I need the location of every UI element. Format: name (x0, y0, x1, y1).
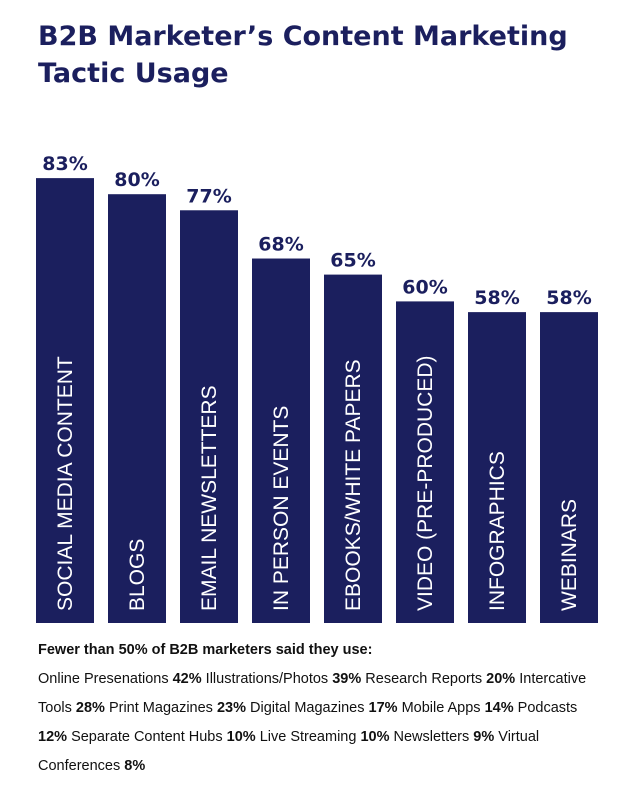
bar-3 (252, 258, 310, 623)
footnote-item-value: 14% (484, 700, 514, 716)
footnote-item-label: Intercative Tools (38, 671, 587, 716)
footnote-item-value: 28% (75, 700, 105, 716)
bar-2 (180, 210, 238, 623)
bar-4 (324, 274, 382, 623)
footnote-list: Online Presenations 42% Illustrations/Ph… (38, 665, 598, 781)
footnote-item-value: 9% (473, 729, 495, 745)
footnote-item-value: 39% (332, 671, 362, 687)
footnote-item-value: 23% (216, 700, 246, 716)
category-label-0: SOCIAL MEDIA CONTENT (54, 356, 77, 611)
footnote-item-label: Virtual Conferences (38, 729, 540, 774)
value-label-3: 68% (258, 234, 303, 256)
category-label-3: IN PERSON EVENTS (270, 406, 293, 611)
footnote-item-label: Digital Magazines (250, 700, 369, 716)
footnote-item-label: Research Reports (365, 671, 487, 687)
footnote-item-value: 10% (226, 729, 256, 745)
category-label-2: EMAIL NEWSLETTERS (198, 385, 221, 611)
value-label-6: 58% (474, 287, 519, 309)
footnote-item-label: Live Streaming (259, 729, 361, 745)
bar-5 (396, 301, 454, 623)
value-label-2: 77% (186, 185, 231, 207)
footnote-item-value: 12% (38, 729, 68, 745)
category-label-5: VIDEO (PRE-PRODUCED) (414, 355, 437, 611)
category-label-4: EBOOKS/WHITE PAPERS (342, 359, 365, 611)
footnote-item-label: Separate Content Hubs (71, 729, 227, 745)
value-label-7: 58% (546, 287, 591, 309)
value-label-5: 60% (402, 276, 447, 298)
footnote-item-value: 42% (172, 671, 202, 687)
chart-title: B2B Marketer’s Content Marketing Tactic … (38, 21, 568, 89)
footnote-heading: Fewer than 50% of B2B marketers said the… (38, 642, 373, 658)
footnote-item-label: Newsletters (393, 729, 474, 745)
footnote: Fewer than 50% of B2B marketers said the… (38, 636, 598, 781)
footnote-item-value: 17% (368, 700, 398, 716)
footnote-item-label: Print Magazines (108, 700, 217, 716)
footnote-item-label: Mobile Apps (401, 700, 485, 716)
footnote-item-value: 10% (360, 729, 390, 745)
footnote-item-label: Online Presenations (38, 671, 173, 687)
category-label-1: BLOGS (126, 539, 149, 611)
bar-1 (108, 194, 166, 623)
footnote-item-value: 20% (486, 671, 516, 687)
bar-chart: 83% SOCIAL MEDIA CONTENT 80% BLOGS 77% EMAIL … (36, 153, 598, 623)
bar-0 (36, 178, 94, 623)
footnote-item-label: Podcasts (517, 700, 578, 716)
bar-7 (540, 312, 598, 623)
value-label-4: 65% (330, 250, 375, 272)
value-label-1: 80% (114, 169, 159, 191)
footnote-item-value: 8% (124, 758, 146, 774)
category-label-7: WEBINARS (558, 499, 581, 611)
value-label-0: 83% (42, 153, 87, 175)
bar-6 (468, 312, 526, 623)
footnote-item-label: Illustrations/Photos (205, 671, 333, 687)
category-label-6: INFOGRAPHICS (486, 451, 509, 611)
